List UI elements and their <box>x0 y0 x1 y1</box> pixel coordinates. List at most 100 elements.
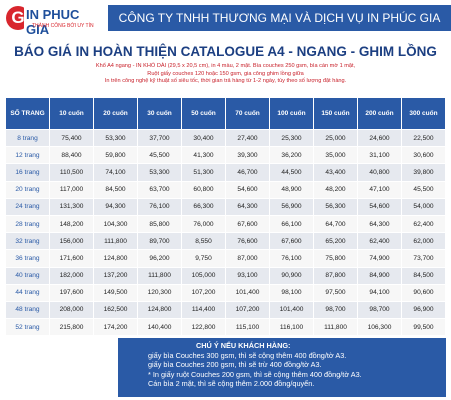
column-header: 20 cuốn <box>93 97 138 130</box>
page-count: 8 trang <box>5 128 50 148</box>
price-cell: 76,000 <box>181 214 226 234</box>
price-cell: 87,800 <box>313 266 358 285</box>
column-header: SỐ TRANG <box>5 97 50 130</box>
description: Khổ A4 ngang - IN KHỔ DÀI (29,5 x 20,5 c… <box>0 63 451 86</box>
price-cell: 182,000 <box>49 266 94 285</box>
price-cell: 54,600 <box>225 180 270 199</box>
page-count: 36 trang <box>5 249 50 268</box>
page-count: 24 trang <box>5 197 50 216</box>
price-cell: 62,000 <box>401 232 446 251</box>
price-cell: 88,400 <box>49 146 94 165</box>
price-cell: 48,900 <box>269 180 314 199</box>
price-cell: 67,600 <box>269 232 314 251</box>
price-cell: 98,700 <box>357 300 402 320</box>
price-cell: 99,500 <box>401 318 446 337</box>
table-row: 44 trang 197,600 149,500 120,300 107,200 101,… <box>5 283 446 302</box>
price-cell: 41,300 <box>181 146 226 165</box>
table-row: 32 trang 156,000 111,800 89,700 8,550 76,600 6… <box>5 232 446 251</box>
page-count: 12 trang <box>5 146 50 165</box>
page-count: 32 trang <box>5 232 50 251</box>
price-cell: 53,300 <box>137 163 182 182</box>
price-cell: 90,900 <box>269 266 314 285</box>
page-count: 48 trang <box>5 300 50 320</box>
page-count: 28 trang <box>5 214 50 234</box>
price-cell: 149,500 <box>93 283 138 302</box>
title: BÁO GIÁ IN HOÀN THIỆN CATALOGUE A4 - NGA… <box>14 44 437 59</box>
price-cell: 96,200 <box>137 249 182 268</box>
price-cell: 174,200 <box>93 318 138 337</box>
page-count: 44 trang <box>5 283 50 302</box>
price-cell: 122,800 <box>181 318 226 337</box>
price-cell: 76,100 <box>269 249 314 268</box>
note-line: giấy bìa Couches 300 gsm, thì sẽ cộng th… <box>148 350 347 360</box>
price-cell: 89,700 <box>137 232 182 251</box>
price-cell: 111,800 <box>313 318 358 337</box>
price-cell: 60,800 <box>181 180 226 199</box>
price-cell: 48,200 <box>313 180 358 199</box>
price-cell: 43,400 <box>313 163 358 182</box>
column-header: 10 cuốn <box>49 97 94 130</box>
price-cell: 64,700 <box>313 214 358 234</box>
price-cell: 39,800 <box>401 163 446 182</box>
price-cell: 156,000 <box>49 232 94 251</box>
table-row: 40 trang 182,000 137,200 111,800 105,000 93,1… <box>5 266 446 285</box>
price-cell: 105,000 <box>181 266 226 285</box>
price-cell: 53,300 <box>93 128 138 148</box>
price-cell: 56,900 <box>269 197 314 216</box>
price-table: SỐ TRANG 10 cuốn 20 cuốn 30 cuốn 50 cuốn 70 c… <box>5 97 446 337</box>
description-line: Khổ A4 ngang - IN KHỔ DÀI (29,5 x 20,5 c… <box>95 63 356 69</box>
price-cell: 63,700 <box>137 180 182 199</box>
column-header: 200 cuốn <box>357 97 402 130</box>
price-cell: 98,700 <box>313 300 358 320</box>
price-cell: 90,600 <box>401 283 446 302</box>
price-cell: 107,200 <box>225 300 270 320</box>
price-cell: 76,600 <box>225 232 270 251</box>
table-row: 8 trang 75,400 53,300 37,700 30,400 27,400 25,… <box>5 128 446 148</box>
price-cell: 45,500 <box>137 146 182 165</box>
page-count: 40 trang <box>5 266 50 285</box>
table-body: 8 trang 75,400 53,300 37,700 30,400 27,400 25,… <box>5 128 446 337</box>
price-cell: 9,750 <box>181 249 226 268</box>
price-cell: 25,000 <box>313 128 358 148</box>
price-cell: 31,100 <box>357 146 402 165</box>
price-cell: 75,400 <box>49 128 94 148</box>
price-cell: 54,000 <box>401 197 446 216</box>
table-row: 16 trang 110,500 74,100 53,300 51,300 46,700 4… <box>5 163 446 182</box>
price-cell: 64,300 <box>357 214 402 234</box>
page-count: 16 trang <box>5 163 50 182</box>
price-cell: 124,800 <box>93 249 138 268</box>
column-header: 300 cuốn <box>401 97 446 130</box>
price-cell: 162,500 <box>93 300 138 320</box>
price-cell: 101,400 <box>225 283 270 302</box>
price-cell: 110,500 <box>49 163 94 182</box>
price-cell: 120,300 <box>137 283 182 302</box>
price-cell: 30,400 <box>181 128 226 148</box>
price-cell: 66,100 <box>269 214 314 234</box>
price-cell: 62,400 <box>401 214 446 234</box>
table-row: 36 trang 171,600 124,800 96,200 9,750 87,000 7… <box>5 249 446 268</box>
price-cell: 84,500 <box>401 266 446 285</box>
price-cell: 35,000 <box>313 146 358 165</box>
price-cell: 62,400 <box>357 232 402 251</box>
price-cell: 73,700 <box>401 249 446 268</box>
notes: CHÚ Ý NẾU KHÁCH HÀNG: giấy bìa Couches 3… <box>118 338 446 397</box>
price-cell: 40,800 <box>357 163 402 182</box>
price-cell: 66,300 <box>181 197 226 216</box>
price-cell: 37,700 <box>137 128 182 148</box>
price-cell: 111,800 <box>137 266 182 285</box>
column-header: 30 cuốn <box>137 97 182 130</box>
column-header: 100 cuốn <box>269 97 314 130</box>
price-cell: 47,100 <box>357 180 402 199</box>
header-row: SỐ TRANG 10 cuốn 20 cuốn 30 cuốn 50 cuốn 70 c… <box>5 97 446 130</box>
price-cell: 24,600 <box>357 128 402 148</box>
price-cell: 75,800 <box>313 249 358 268</box>
note-line: * In giấy ruột Couches 200 gsm, thì sẽ c… <box>148 369 362 379</box>
price-cell: 104,300 <box>93 214 138 234</box>
price-cell: 98,100 <box>269 283 314 302</box>
price-cell: 74,100 <box>93 163 138 182</box>
price-cell: 107,200 <box>181 283 226 302</box>
price-cell: 208,000 <box>49 300 94 320</box>
price-cell: 74,900 <box>357 249 402 268</box>
price-cell: 215,800 <box>49 318 94 337</box>
